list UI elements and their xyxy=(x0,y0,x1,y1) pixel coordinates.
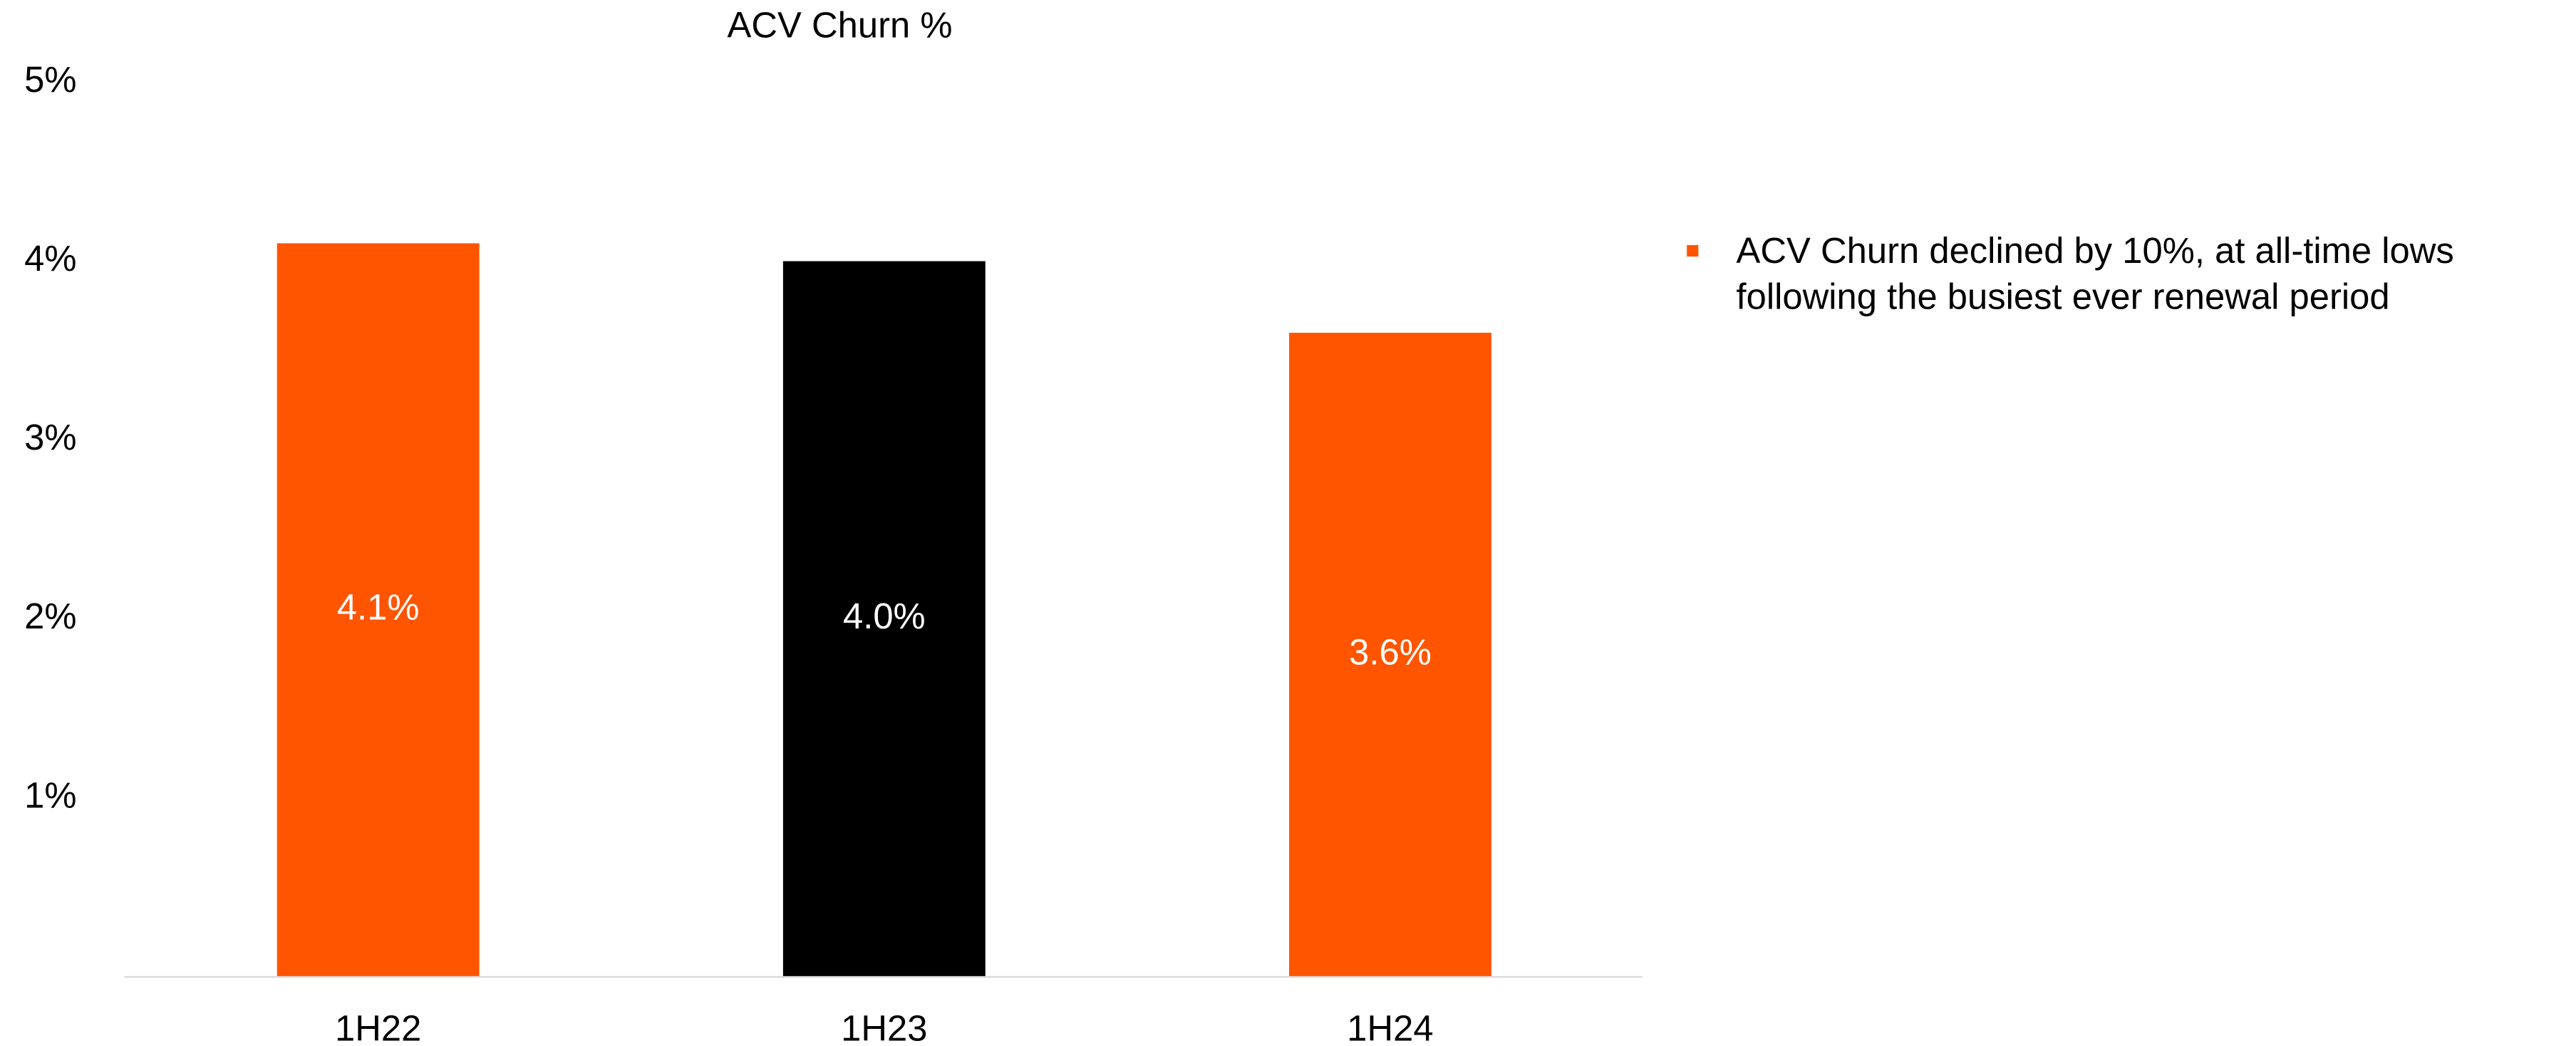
bar xyxy=(276,243,480,978)
y-tick-label: 1% xyxy=(24,775,76,815)
value-label: 3.6% xyxy=(1349,631,1432,672)
bar xyxy=(782,261,986,978)
y-tick-label: 3% xyxy=(24,417,76,457)
value-label: 4.0% xyxy=(843,596,926,636)
y-tick-label: 4% xyxy=(24,238,76,279)
y-tick-label: 5% xyxy=(24,59,76,100)
x-tick-label: 1H22 xyxy=(335,1008,421,1046)
annotation-bullet xyxy=(1687,244,1699,257)
x-tick-label: 1H24 xyxy=(1347,1008,1433,1046)
annotation-text: following the busiest ever renewal perio… xyxy=(1736,276,2389,316)
chart-title: ACV Churn % xyxy=(728,5,953,46)
y-tick-label: 2% xyxy=(24,596,76,636)
value-label: 4.1% xyxy=(337,587,420,628)
x-tick-label: 1H23 xyxy=(841,1008,927,1046)
annotation-text: ACV Churn declined by 10%, at all-time l… xyxy=(1736,230,2453,271)
bar xyxy=(1289,332,1491,978)
